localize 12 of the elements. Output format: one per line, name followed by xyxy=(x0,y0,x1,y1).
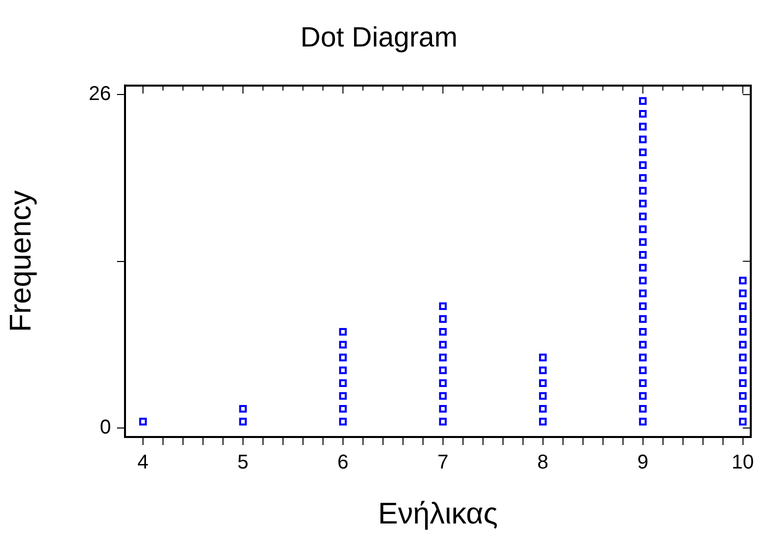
y-tick-label: 0 xyxy=(100,416,111,439)
x-tick-label: 8 xyxy=(537,452,548,474)
y-axis-title: Frequency xyxy=(4,190,38,332)
chart-title: Dot Diagram xyxy=(300,22,458,53)
x-axis-title: Ενήλικας xyxy=(378,497,498,530)
y-tick-label: 26 xyxy=(88,83,111,106)
x-tick-label: 5 xyxy=(237,452,249,474)
x-tick-label: 10 xyxy=(732,452,754,474)
x-tick-label: 4 xyxy=(137,452,149,474)
x-tick-label: 6 xyxy=(337,452,348,474)
x-tick-label: 9 xyxy=(637,452,648,474)
x-tick-label: 7 xyxy=(437,452,448,474)
